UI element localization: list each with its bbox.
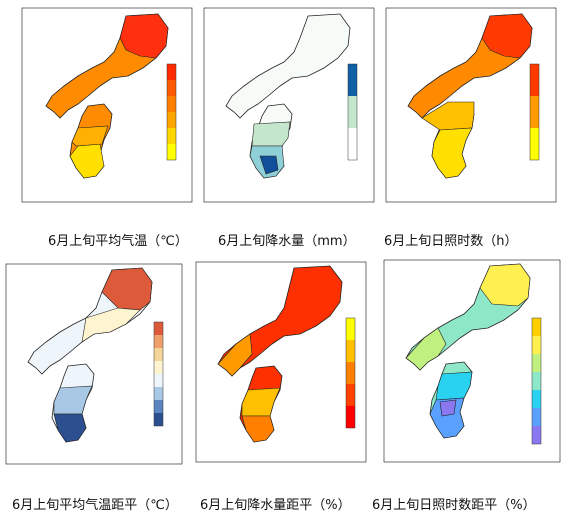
region-north — [481, 13, 533, 59]
region-shape — [225, 13, 351, 179]
legend-swatch — [348, 96, 357, 128]
legend-swatch — [346, 406, 355, 428]
legend-swatch — [154, 322, 163, 335]
legend-swatch — [154, 387, 163, 400]
legend-swatch — [167, 96, 176, 112]
sunshine-anomaly-map — [383, 259, 561, 463]
legend-swatch — [532, 408, 541, 426]
caption-sunshine-anomaly: 6月上旬日照时数距平（%） — [372, 498, 536, 513]
region-north — [479, 263, 531, 307]
color-legend — [166, 63, 177, 161]
legend-swatch — [532, 336, 541, 354]
temperature-map — [21, 7, 193, 203]
legend-swatch — [167, 64, 176, 80]
legend-swatch — [167, 144, 176, 160]
color-legend — [345, 317, 356, 429]
legend-swatch — [167, 128, 176, 144]
caption-temperature-anomaly: 6月上旬平均气温距平（℃） — [12, 498, 178, 513]
region-south — [429, 397, 465, 439]
legend-swatch — [154, 400, 163, 413]
legend-swatch — [154, 361, 163, 374]
map-panel-precipitation-anomaly — [190, 258, 380, 472]
region-south-core — [259, 155, 279, 175]
map-panel-temperature-anomaly — [0, 262, 192, 472]
region-upper-mid — [81, 307, 141, 343]
region-mid — [251, 121, 291, 147]
map-panel-precipitation — [196, 6, 386, 216]
region-south-core — [439, 399, 457, 417]
legend-swatch — [532, 372, 541, 390]
region-mid — [71, 125, 109, 147]
color-legend — [531, 317, 542, 445]
legend-swatch — [532, 354, 541, 372]
color-legend — [529, 63, 540, 161]
sunshine-map — [385, 7, 557, 203]
legend-swatch — [530, 128, 539, 160]
legend-swatch — [532, 426, 541, 444]
color-legend — [347, 63, 358, 161]
legend-swatch — [167, 112, 176, 128]
legend-swatch — [348, 64, 357, 96]
legend-swatch — [532, 318, 541, 336]
region-north — [101, 267, 153, 311]
legend-swatch — [530, 64, 539, 96]
region-west — [405, 327, 447, 371]
caption-temperature: 6月上旬平均气温（℃） — [48, 234, 188, 249]
temperature-anomaly-map — [5, 263, 183, 465]
map-panel-sunshine — [378, 6, 568, 216]
legend-swatch — [346, 384, 355, 406]
legend-swatch — [167, 80, 176, 96]
region-mid — [241, 387, 281, 417]
legend-swatch — [346, 340, 355, 362]
region-mid — [435, 371, 473, 401]
legend-swatch — [348, 128, 357, 160]
map-panel-temperature — [8, 6, 198, 216]
precipitation-map — [203, 7, 375, 203]
region-south — [241, 415, 275, 443]
precipitation-anomaly-map — [195, 261, 367, 463]
legend-swatch — [346, 362, 355, 384]
caption-precipitation: 6月上旬降水量（mm） — [218, 234, 356, 249]
color-legend — [153, 321, 164, 427]
region-north — [119, 13, 169, 59]
region-lower-mid — [53, 385, 93, 415]
region-south — [69, 143, 105, 179]
legend-swatch — [346, 318, 355, 340]
caption-sunshine: 6月上旬日照时数（h） — [384, 234, 518, 249]
legend-swatch — [532, 390, 541, 408]
legend-swatch — [154, 335, 163, 348]
legend-swatch — [530, 96, 539, 128]
legend-swatch — [154, 374, 163, 387]
caption-precipitation-anomaly: 6月上旬降水量距平（%） — [200, 498, 351, 513]
legend-swatch — [154, 413, 163, 426]
region-west — [217, 333, 253, 377]
legend-swatch — [154, 348, 163, 361]
region-south — [431, 127, 473, 179]
map-panel-sunshine-anomaly — [380, 256, 568, 472]
region-south — [53, 413, 87, 443]
